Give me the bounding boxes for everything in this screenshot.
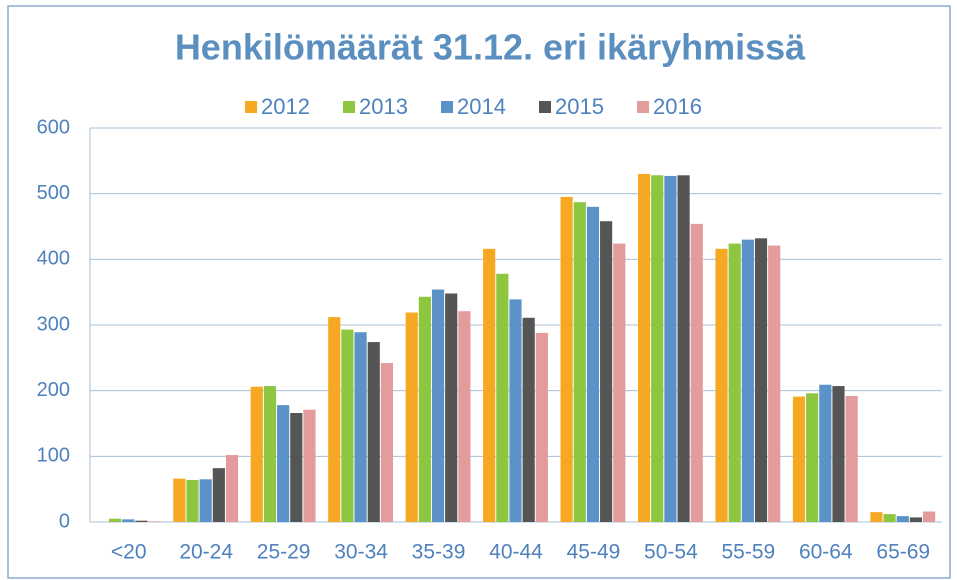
bar	[380, 363, 394, 522]
legend-label: 2016	[653, 94, 702, 119]
y-tick-label: 600	[37, 116, 70, 138]
bar	[845, 395, 858, 522]
bar	[677, 175, 690, 522]
legend-swatch	[441, 101, 453, 113]
bar	[431, 289, 445, 522]
bar	[754, 238, 768, 522]
bar	[212, 468, 225, 522]
bar	[367, 342, 380, 522]
bar	[600, 221, 613, 522]
bar	[728, 243, 741, 522]
x-tick-label: 25-29	[257, 541, 311, 564]
bar	[923, 511, 936, 522]
chart-title: Henkilömäärät 31.12. eri ikäryhmissä	[175, 27, 806, 68]
bar	[328, 317, 341, 522]
bar	[354, 332, 367, 522]
bar	[741, 239, 754, 522]
bar	[483, 248, 496, 522]
bar	[522, 317, 535, 522]
bar	[458, 311, 471, 522]
bar	[896, 516, 909, 522]
y-tick-label: 100	[37, 445, 70, 467]
bar	[122, 519, 135, 522]
bar	[819, 384, 832, 522]
bar	[792, 396, 806, 522]
bar	[806, 393, 819, 522]
legend-swatch	[637, 101, 649, 113]
legend-label: 2014	[457, 94, 506, 119]
bar	[263, 386, 277, 522]
bar	[664, 175, 677, 523]
bar	[560, 196, 573, 522]
x-tick-label: 20-24	[179, 541, 233, 564]
bar	[496, 273, 509, 522]
bar	[573, 202, 586, 522]
bar	[613, 243, 626, 522]
bar	[637, 173, 651, 522]
bar	[909, 517, 923, 522]
bar	[250, 386, 263, 522]
y-tick-label: 400	[37, 248, 70, 270]
bar	[509, 299, 522, 522]
y-tick-label: 300	[37, 313, 70, 335]
legend-label: 2012	[261, 94, 310, 119]
y-tick-label: 200	[37, 379, 70, 401]
legend-swatch	[539, 101, 551, 113]
bar	[225, 455, 239, 522]
x-tick-label: 35-39	[412, 541, 466, 564]
x-tick-label: 45-49	[567, 541, 621, 564]
bar	[715, 248, 728, 522]
bar	[768, 245, 781, 522]
bar	[405, 312, 418, 522]
bar	[290, 412, 303, 522]
legend-swatch	[245, 101, 257, 113]
bar	[832, 386, 845, 522]
x-tick-label: 65-69	[876, 541, 930, 564]
x-tick-label: 60-64	[799, 541, 853, 564]
bar	[303, 409, 316, 522]
legend-swatch	[343, 101, 355, 113]
x-tick-label: 55-59	[722, 541, 776, 564]
y-tick-label: 500	[37, 182, 70, 204]
legend-label: 2013	[359, 94, 408, 119]
bar	[870, 512, 883, 522]
bar	[883, 514, 896, 522]
legend-label: 2015	[555, 94, 604, 119]
bar	[535, 332, 548, 522]
y-tick-label: 0	[59, 510, 70, 532]
x-tick-label: 50-54	[644, 541, 698, 564]
bar	[108, 518, 122, 522]
bar	[135, 520, 148, 522]
x-tick-label: 40-44	[489, 541, 543, 564]
bar	[148, 521, 161, 522]
x-tick-label: <20	[111, 541, 147, 564]
bar	[586, 206, 600, 523]
bar	[277, 405, 290, 522]
bar	[341, 329, 354, 522]
bar	[418, 296, 431, 522]
bar	[173, 478, 186, 522]
bar	[199, 479, 212, 522]
bar	[690, 223, 703, 522]
bar	[186, 479, 199, 522]
bar	[445, 293, 458, 522]
x-tick-label: 30-34	[334, 541, 388, 564]
bar	[651, 175, 664, 522]
